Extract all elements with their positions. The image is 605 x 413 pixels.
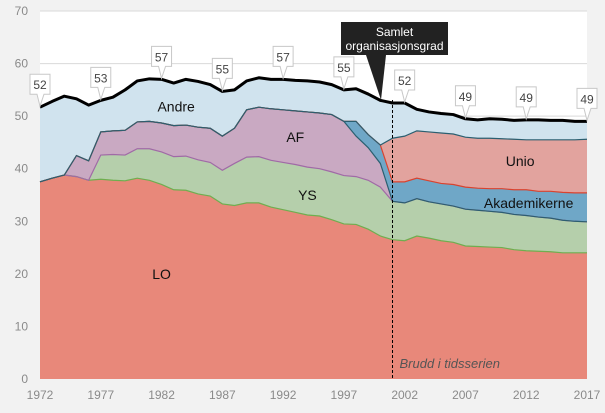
area-akademikerne (40, 107, 587, 222)
x-tick-label: 1987 (209, 388, 236, 402)
y-tick-label: 10 (15, 319, 29, 333)
x-tick-label: 1977 (87, 388, 114, 402)
series-label-akademikerne: Akademikerne (484, 195, 574, 211)
series-break-label: Brudd i tidsserien (400, 356, 500, 371)
area-lo (40, 175, 587, 379)
point-label-box (515, 86, 537, 121)
y-tick-label: 40 (15, 162, 29, 176)
point-label: 55 (216, 62, 230, 76)
series-label-ys: YS (298, 187, 317, 203)
x-tick-label: 2012 (513, 388, 540, 402)
point-label: 52 (398, 74, 412, 88)
y-tick-label: 50 (15, 109, 29, 123)
y-tick-label: 60 (15, 57, 29, 71)
series-label-andre: Andre (157, 99, 195, 115)
boundary-lo (39, 174, 587, 254)
point-label: 55 (337, 61, 351, 75)
y-tick-label: 0 (21, 372, 28, 386)
x-tick-label: 2007 (452, 388, 479, 402)
y-tick-label: 70 (15, 4, 29, 18)
point-label-box (29, 73, 51, 108)
x-tick-label: 1997 (331, 388, 358, 402)
series-label-af: AF (286, 129, 304, 145)
point-label: 49 (520, 91, 534, 105)
area-andre (40, 77, 587, 182)
point-label-box (151, 45, 173, 81)
area-ys (40, 148, 587, 253)
point-label: 49 (580, 92, 594, 106)
x-tick-label: 2002 (391, 388, 418, 402)
point-label-box (576, 87, 598, 123)
point-label-box (272, 45, 294, 81)
callout-text: organisasjonsgrad (345, 39, 443, 53)
y-tick-label: 20 (15, 267, 29, 281)
point-label-box (333, 56, 355, 91)
x-tick-label: 1992 (270, 388, 297, 402)
x-tick-label: 2017 (574, 388, 601, 402)
series-label-unio: Unio (506, 153, 535, 169)
point-label-box (90, 66, 112, 102)
x-tick-label: 1982 (148, 388, 175, 402)
callout-box (341, 22, 448, 100)
total-line (39, 76, 587, 123)
point-label: 57 (155, 50, 169, 64)
point-label: 57 (276, 50, 290, 64)
point-label: 53 (94, 71, 108, 85)
point-label-box (454, 85, 476, 120)
point-label: 49 (459, 90, 473, 104)
point-label: 52 (33, 78, 47, 92)
boundary-unio (39, 106, 588, 183)
point-label-box (394, 69, 416, 104)
y-tick-label: 30 (15, 214, 29, 228)
x-tick-label: 1972 (27, 388, 54, 402)
area-af (40, 107, 587, 222)
area-unio (40, 107, 587, 193)
series-label-lo: LO (152, 266, 171, 282)
callout-text: Samlet (376, 25, 414, 39)
point-label-box (211, 57, 233, 93)
